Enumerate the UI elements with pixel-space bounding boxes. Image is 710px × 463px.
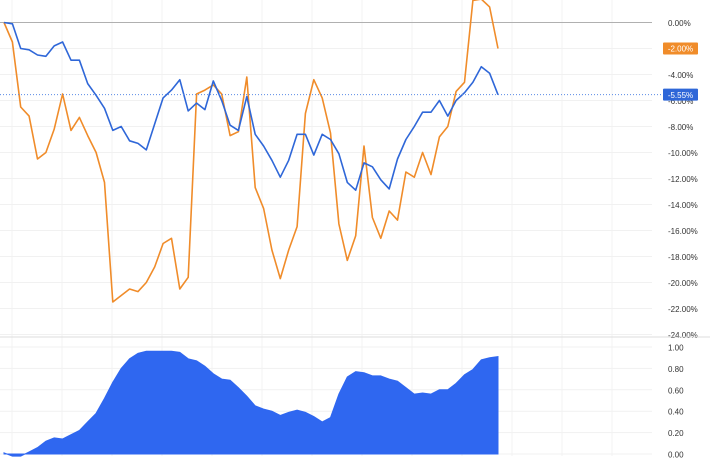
orange-series-line bbox=[3, 0, 499, 303]
y-tick-label: -24.00% bbox=[668, 331, 698, 340]
y-tick-label: -14.00% bbox=[668, 201, 698, 210]
y-tick-label: -10.00% bbox=[668, 149, 698, 158]
blue-last-value-badge bbox=[663, 88, 698, 101]
y-tick-label: 0.00 bbox=[668, 451, 684, 459]
y-tick-label: -4.00% bbox=[668, 71, 693, 80]
y-tick-label: -12.00% bbox=[668, 175, 698, 184]
y-tick-label: 1.00 bbox=[668, 344, 684, 353]
y-tick-label: 0.20 bbox=[668, 429, 684, 438]
orange-last-value-badge bbox=[663, 42, 698, 55]
area-series bbox=[3, 350, 499, 457]
y-tick-label: -6.00% bbox=[668, 97, 693, 106]
blue-last-value-label: -5.55% bbox=[668, 91, 693, 100]
y-tick-label: -20.00% bbox=[668, 279, 698, 288]
y-tick-label: -16.00% bbox=[668, 227, 698, 236]
y-tick-label: 0.00% bbox=[668, 19, 691, 28]
orange-last-value-label: -2.00% bbox=[668, 45, 693, 54]
y-tick-label: -18.00% bbox=[668, 253, 698, 262]
y-tick-label: 0.80 bbox=[668, 365, 684, 374]
y-tick-label: 0.60 bbox=[668, 386, 684, 395]
y-tick-label: -8.00% bbox=[668, 123, 693, 132]
y-tick-label: -22.00% bbox=[668, 305, 698, 314]
y-tick-label: 0.40 bbox=[668, 408, 684, 417]
blue-series-line bbox=[3, 21, 499, 191]
